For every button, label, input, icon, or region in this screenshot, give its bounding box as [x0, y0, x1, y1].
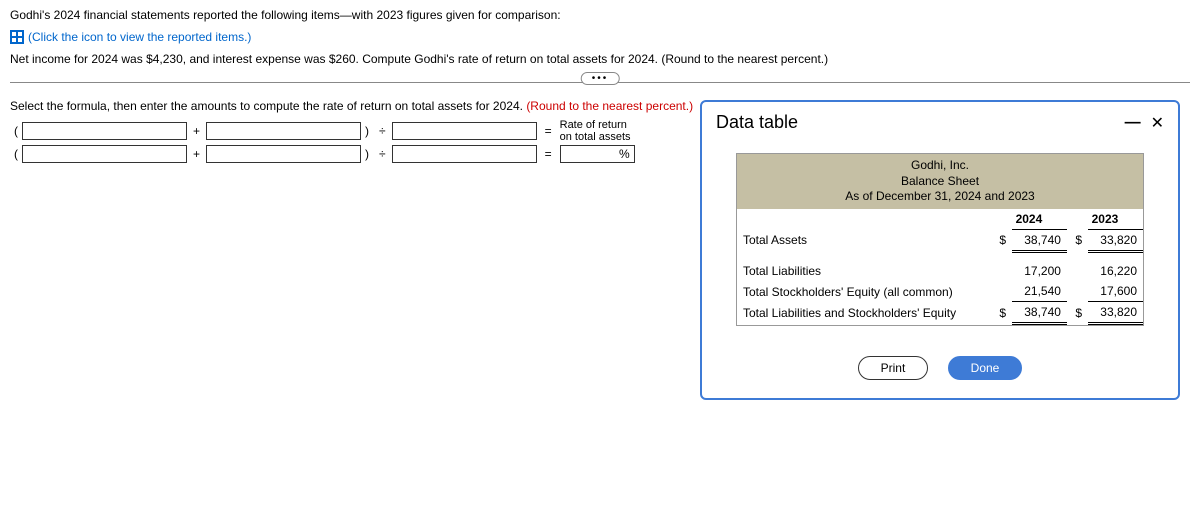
numerator-a-input[interactable] [22, 122, 187, 140]
intro-line-1: Godhi's 2024 financial statements report… [10, 6, 1190, 24]
div-op: ÷ [373, 124, 392, 138]
paren-close: ) [361, 124, 373, 138]
minimize-icon[interactable]: — [1125, 114, 1141, 132]
result-box: % [560, 145, 635, 163]
close-icon[interactable]: ✕ [1151, 113, 1164, 133]
done-button[interactable]: Done [948, 356, 1023, 380]
print-button[interactable]: Print [858, 356, 929, 380]
balance-sheet: Godhi, Inc. Balance Sheet As of December… [736, 153, 1144, 326]
table-row: Total Liabilities and Stockholders' Equi… [737, 302, 1143, 324]
plus-op: + [187, 124, 206, 138]
intro-line-2: Net income for 2024 was $4,230, and inte… [10, 50, 1190, 68]
rate-label: Rate of return on total assets [560, 119, 640, 143]
numerator-b-input[interactable] [206, 122, 361, 140]
table-row: Total Assets $ 38,740 $ 33,820 [737, 229, 1143, 251]
company-name: Godhi, Inc. [737, 158, 1143, 174]
table-row: Total Stockholders' Equity (all common) … [737, 281, 1143, 302]
table-icon[interactable] [10, 30, 24, 44]
equals-2: = [537, 147, 560, 161]
col-2024: 2024 [991, 209, 1067, 230]
value-b-input[interactable] [206, 145, 361, 163]
view-items-link[interactable]: (Click the icon to view the reported ite… [28, 28, 251, 46]
denominator-input[interactable] [392, 122, 537, 140]
value-a-input[interactable] [22, 145, 187, 163]
modal-title: Data table [716, 112, 798, 133]
paren-open: ( [10, 124, 22, 138]
sheet-name: Balance Sheet [737, 174, 1143, 190]
col-2023: 2023 [1067, 209, 1143, 230]
expand-icon[interactable]: ••• [581, 72, 620, 85]
prompt-text: Select the formula, then enter the amoun… [10, 99, 526, 113]
equals-1: = [537, 124, 560, 138]
data-table-modal: Data table — ✕ Godhi, Inc. Balance Sheet… [700, 100, 1180, 400]
round-hint: (Round to the nearest percent.) [526, 99, 693, 113]
table-row: Total Liabilities 17,200 16,220 [737, 261, 1143, 281]
asof-line: As of December 31, 2024 and 2023 [737, 189, 1143, 205]
value-denom-input[interactable] [392, 145, 537, 163]
